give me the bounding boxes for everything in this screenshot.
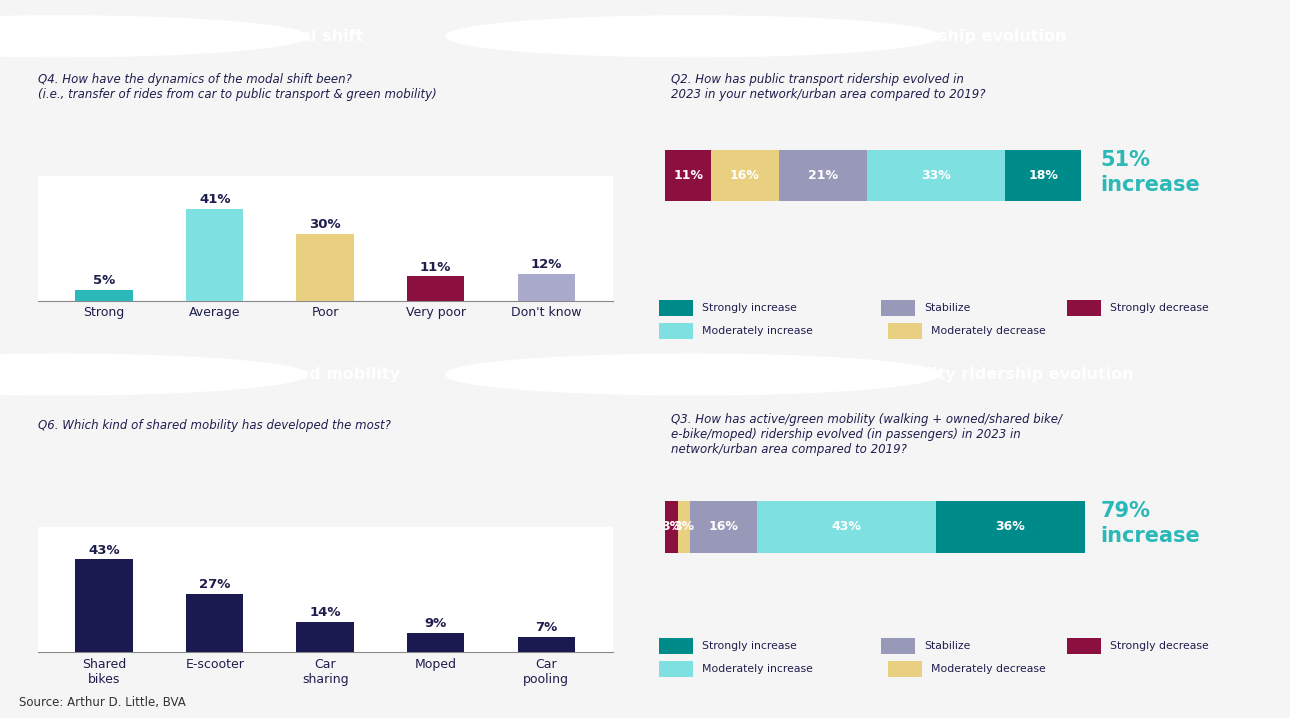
Bar bbox=[186, 594, 244, 652]
Bar bbox=[666, 501, 677, 553]
Text: Active & green mobility ridership evolution: Active & green mobility ridership evolut… bbox=[742, 367, 1134, 382]
Bar bbox=[690, 501, 757, 553]
Text: 43%: 43% bbox=[89, 544, 120, 556]
Text: Dynamics of the modal shift: Dynamics of the modal shift bbox=[108, 29, 364, 44]
Text: 33%: 33% bbox=[921, 169, 951, 182]
Text: Strongly increase: Strongly increase bbox=[702, 641, 797, 651]
Circle shape bbox=[0, 354, 307, 395]
Bar bbox=[666, 150, 711, 201]
Bar bbox=[75, 559, 133, 652]
Text: Moderately increase: Moderately increase bbox=[702, 326, 813, 336]
Text: 11%: 11% bbox=[673, 169, 703, 182]
Text: Q4. How have the dynamics of the modal shift been?
(i.e., transfer of rides from: Q4. How have the dynamics of the modal s… bbox=[37, 73, 436, 101]
Text: Strongly decrease: Strongly decrease bbox=[1109, 303, 1209, 312]
FancyBboxPatch shape bbox=[1067, 638, 1100, 653]
Text: 27%: 27% bbox=[199, 578, 231, 591]
Text: Q3. How has active/green mobility (walking + owned/shared bike/
e-bike/moped) ri: Q3. How has active/green mobility (walki… bbox=[671, 413, 1062, 456]
Bar bbox=[779, 150, 867, 201]
Text: 16%: 16% bbox=[730, 169, 760, 182]
Text: 21%: 21% bbox=[808, 169, 837, 182]
Text: Public transport ridership evolution: Public transport ridership evolution bbox=[742, 29, 1067, 44]
Bar bbox=[297, 233, 353, 301]
FancyBboxPatch shape bbox=[659, 661, 693, 677]
Text: 18%: 18% bbox=[1028, 169, 1058, 182]
Bar bbox=[406, 633, 464, 652]
Text: Moderately decrease: Moderately decrease bbox=[931, 664, 1046, 674]
Bar bbox=[297, 622, 353, 652]
Text: 41%: 41% bbox=[199, 193, 231, 206]
Text: 7%: 7% bbox=[535, 622, 557, 635]
FancyBboxPatch shape bbox=[659, 638, 693, 653]
Text: Source: Arthur D. Little, BVA: Source: Arthur D. Little, BVA bbox=[19, 696, 186, 709]
Bar bbox=[867, 150, 1005, 201]
Text: Strongly decrease: Strongly decrease bbox=[1109, 641, 1209, 651]
Text: Moderately decrease: Moderately decrease bbox=[931, 326, 1046, 336]
Circle shape bbox=[446, 354, 940, 395]
Text: 51%
increase: 51% increase bbox=[1100, 150, 1200, 195]
Bar bbox=[517, 637, 575, 652]
Bar bbox=[186, 209, 244, 301]
Text: Strongly increase: Strongly increase bbox=[702, 303, 797, 312]
Bar bbox=[517, 274, 575, 301]
Text: 3%: 3% bbox=[673, 521, 694, 533]
Text: Stabilize: Stabilize bbox=[925, 303, 971, 312]
Bar bbox=[935, 501, 1085, 553]
Text: Q6. Which kind of shared mobility has developed the most?: Q6. Which kind of shared mobility has de… bbox=[37, 419, 391, 432]
Text: 5%: 5% bbox=[93, 274, 115, 287]
FancyBboxPatch shape bbox=[881, 299, 916, 315]
Bar bbox=[75, 289, 133, 301]
Text: 16%: 16% bbox=[708, 521, 738, 533]
Bar bbox=[1005, 150, 1081, 201]
Text: 12%: 12% bbox=[530, 258, 562, 271]
FancyBboxPatch shape bbox=[659, 299, 693, 315]
Bar bbox=[711, 150, 779, 201]
Text: Development of shared mobility: Development of shared mobility bbox=[108, 367, 400, 382]
FancyBboxPatch shape bbox=[888, 323, 921, 339]
Bar bbox=[406, 276, 464, 301]
Text: 43%: 43% bbox=[831, 521, 860, 533]
Circle shape bbox=[446, 16, 940, 57]
Text: 11%: 11% bbox=[421, 261, 452, 274]
FancyBboxPatch shape bbox=[659, 323, 693, 339]
Text: Moderately increase: Moderately increase bbox=[702, 664, 813, 674]
Text: 14%: 14% bbox=[310, 606, 341, 620]
Text: 9%: 9% bbox=[424, 617, 446, 630]
Text: Stabilize: Stabilize bbox=[925, 641, 971, 651]
Text: Q2. How has public transport ridership evolved in
2023 in your network/urban are: Q2. How has public transport ridership e… bbox=[671, 73, 986, 101]
Bar bbox=[677, 501, 690, 553]
FancyBboxPatch shape bbox=[1067, 299, 1100, 315]
Text: 30%: 30% bbox=[310, 218, 341, 231]
FancyBboxPatch shape bbox=[888, 661, 921, 677]
Text: 79%
increase: 79% increase bbox=[1100, 501, 1200, 546]
Circle shape bbox=[0, 16, 307, 57]
Bar bbox=[757, 501, 935, 553]
Text: 36%: 36% bbox=[996, 521, 1026, 533]
FancyBboxPatch shape bbox=[881, 638, 916, 653]
Text: 3%: 3% bbox=[660, 521, 682, 533]
